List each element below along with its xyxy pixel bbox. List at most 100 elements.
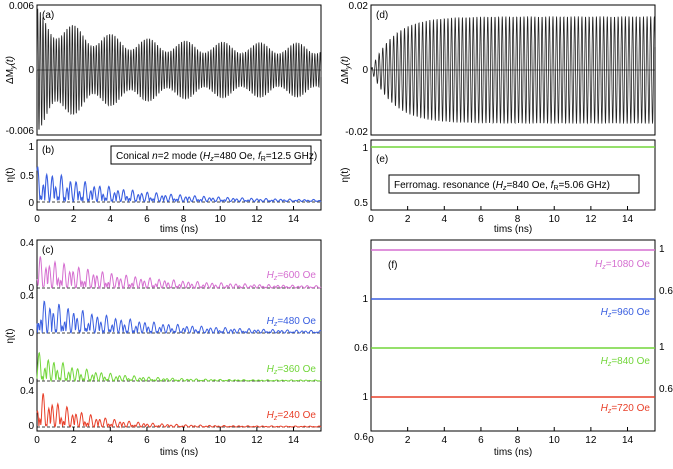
xtick-label: 8 (181, 214, 187, 225)
xtick-label: 12 (251, 435, 263, 446)
panel-f: (f) 1 0.6 1 0.6 1 0.6 1 0.6 0 2 4 6 8 10 12 14 … (354, 239, 673, 458)
panel-f-label: (f) (388, 260, 397, 271)
legend-part: =960 Oe (611, 307, 650, 318)
panel-a-ytick: 0.006 (9, 1, 34, 12)
panel-e-xticks: 0 2 4 6 8 10 12 14 (368, 206, 634, 225)
panel-f-left-ytick: 0.6 (354, 343, 368, 354)
panel-a-trace (36, 8, 322, 130)
panel-b-ytick: 0.5 (20, 171, 34, 182)
legend-part: z (607, 361, 612, 368)
legend-part: H (267, 410, 275, 421)
panel-e-ytick: 0.5 (354, 198, 368, 209)
legend-part: =720 Oe (611, 403, 650, 414)
xtick-label: 0 (34, 435, 40, 446)
xtick-label: 12 (585, 214, 597, 225)
xtick-label: 10 (215, 214, 227, 225)
xtick-label: 0 (368, 214, 374, 225)
panel-c-legend: Hz=600 Oe (267, 270, 317, 282)
panel-c-series-line (36, 256, 322, 290)
xtick-label: 10 (549, 435, 561, 446)
panel-f-lines (371, 249, 655, 398)
panel-e-label: (e) (376, 154, 388, 165)
xtick-label: 2 (405, 214, 411, 225)
panel-c: (c) 0.4 0 0.4 0 0 0.4 0 η(t) 0 2 4 6 8 10 12 14… (5, 238, 322, 458)
legend-part: H (595, 259, 603, 270)
panel-c-frame (36, 239, 322, 432)
panel-f-legend: Hz=1080 Oe (595, 259, 650, 271)
panel-b: (b) Conical n=2 mode (Hz=480 Oe, fR=12.5… (5, 139, 322, 235)
panel-c-ytick: 0.4 (20, 291, 34, 302)
panel-c-series-line (36, 351, 322, 383)
xtick-label: 6 (478, 214, 484, 225)
panel-d-ylabel: ΔMy(t) (340, 56, 352, 84)
panel-f-frame (370, 239, 656, 432)
xtick-label: 14 (288, 435, 300, 446)
xtick-label: 14 (622, 214, 634, 225)
legend-part: =840 Oe (611, 356, 650, 367)
panel-b-annotation-box (110, 145, 312, 165)
panel-f-legend: Hz=960 Oe (601, 307, 651, 319)
panel-b-series-line (36, 166, 322, 204)
panel-c-legend: Hz=480 Oe (267, 316, 317, 328)
xtick-label: 8 (515, 214, 521, 225)
panel-c-traces (36, 256, 322, 429)
xtick-label: 8 (515, 435, 521, 446)
xtick-label: 2 (71, 214, 77, 225)
panel-f-xticks: 0 2 4 6 8 10 12 14 (368, 427, 634, 446)
panel-b-ylabel: η(t) (5, 168, 16, 183)
legend-part: H (267, 316, 275, 327)
legend-part: z (607, 312, 612, 319)
panel-b-label: (b) (42, 145, 54, 156)
panel-e-annotation-box (388, 174, 640, 194)
legend-part: z (273, 275, 278, 282)
panel-a-ytick: 0 (28, 65, 34, 76)
panel-c-legend: Hz=240 Oe (267, 410, 317, 422)
xtick-label: 10 (549, 214, 561, 225)
xtick-label: 4 (442, 214, 448, 225)
legend-part: H (601, 403, 609, 414)
panel-f-right-ytick: 0.6 (659, 286, 673, 297)
legend-part: z (273, 369, 278, 376)
panel-d-trace (370, 16, 656, 125)
panel-f-left-ytick: 0.6 (354, 432, 368, 443)
xtick-label: 12 (585, 435, 597, 446)
xtick-label: 6 (144, 214, 150, 225)
panel-c-ytick: 0.4 (20, 238, 34, 249)
panel-b-ytick: 1 (28, 142, 34, 153)
xtick-label: 6 (478, 435, 484, 446)
panel-d-series-line (370, 16, 656, 125)
legend-part: z (607, 408, 612, 415)
panel-e: (e) Ferromag. resonance (Hz=840 Oe, fR=5… (340, 139, 656, 235)
panel-e-annotation: Ferromag. resonance (Hz=840 Oe, fR=5.06 … (394, 180, 610, 192)
xtick-label: 12 (251, 214, 263, 225)
xtick-label: 14 (288, 214, 300, 225)
panel-b-trace (36, 166, 322, 204)
panel-c-ytick: 0.4 (20, 386, 34, 397)
xtick-label: 2 (71, 435, 77, 446)
panel-f-right-ytick: 0.6 (659, 384, 673, 395)
xtick-label: 0 (368, 435, 374, 446)
panel-d: (d) 0.02 0 -0.02 ΔMy(t) (340, 1, 656, 138)
panel-a-series-line (36, 8, 322, 130)
panel-c-ytick: 0 (28, 421, 34, 432)
legend-part: z (601, 264, 606, 271)
legend-part: z (273, 321, 278, 328)
legend-part: H (267, 270, 275, 281)
panel-f-xlabel: tims (ns) (494, 447, 532, 458)
panel-c-xlabel: tims (ns) (160, 447, 198, 458)
panel-c-series-line (36, 300, 322, 335)
panel-d-ytick: 0 (362, 65, 368, 76)
xtick-label: 6 (144, 435, 150, 446)
xtick-label: 14 (622, 435, 634, 446)
panel-c-series-line (36, 393, 322, 429)
panel-a-label: (a) (42, 10, 54, 21)
panel-d-label: (d) (376, 10, 388, 21)
panel-f-right-ytick: 1 (659, 342, 665, 353)
panel-f-right-ytick: 1 (659, 244, 665, 255)
panel-a: (a) 0.006 0 -0.006 ΔMy(t) (5, 1, 322, 137)
xtick-label: 10 (215, 435, 227, 446)
legend-part: z (273, 415, 278, 422)
xtick-label: 8 (181, 435, 187, 446)
